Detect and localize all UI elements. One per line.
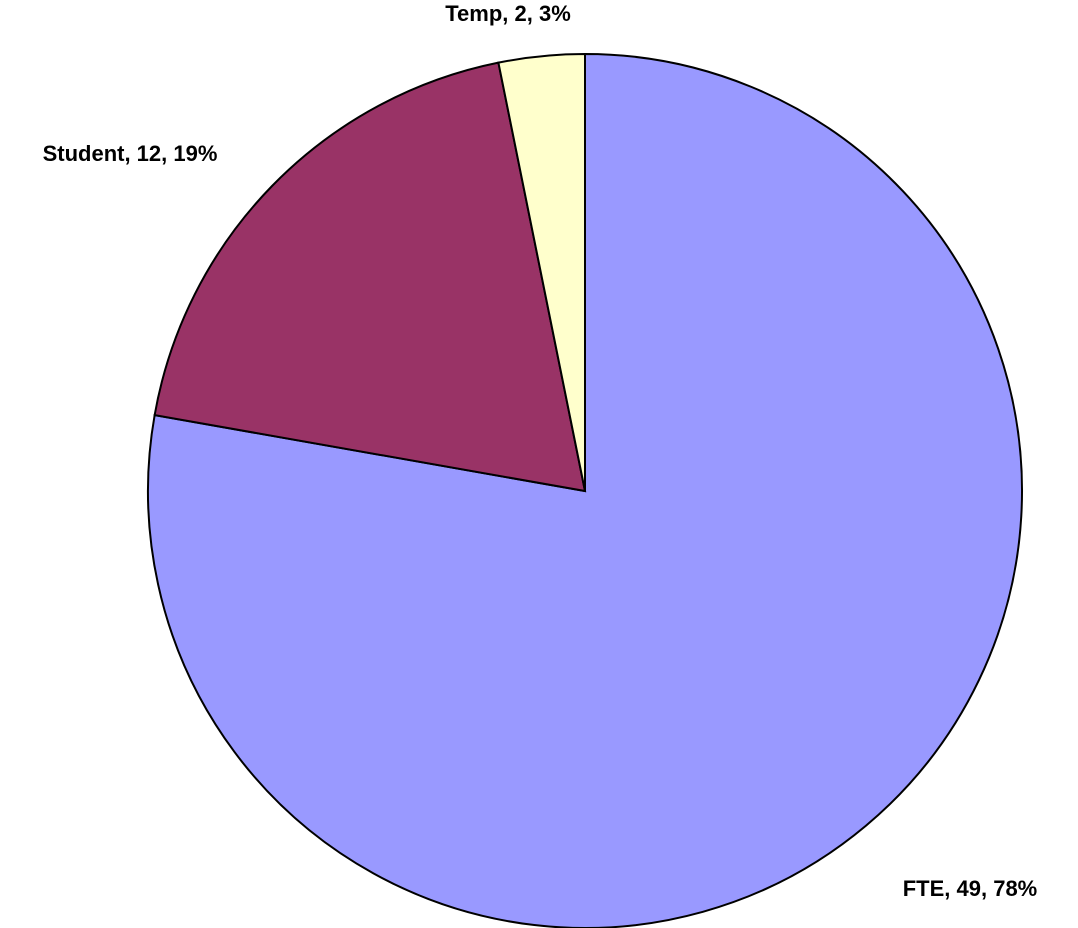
pie-slice bbox=[497, 52, 586, 492]
data-label: Student, 12, 19% bbox=[43, 141, 218, 166]
data-label: FTE, 49, 78% bbox=[903, 876, 1038, 901]
data-label: Temp, 2, 3% bbox=[445, 1, 571, 26]
pie-slice bbox=[153, 61, 587, 493]
